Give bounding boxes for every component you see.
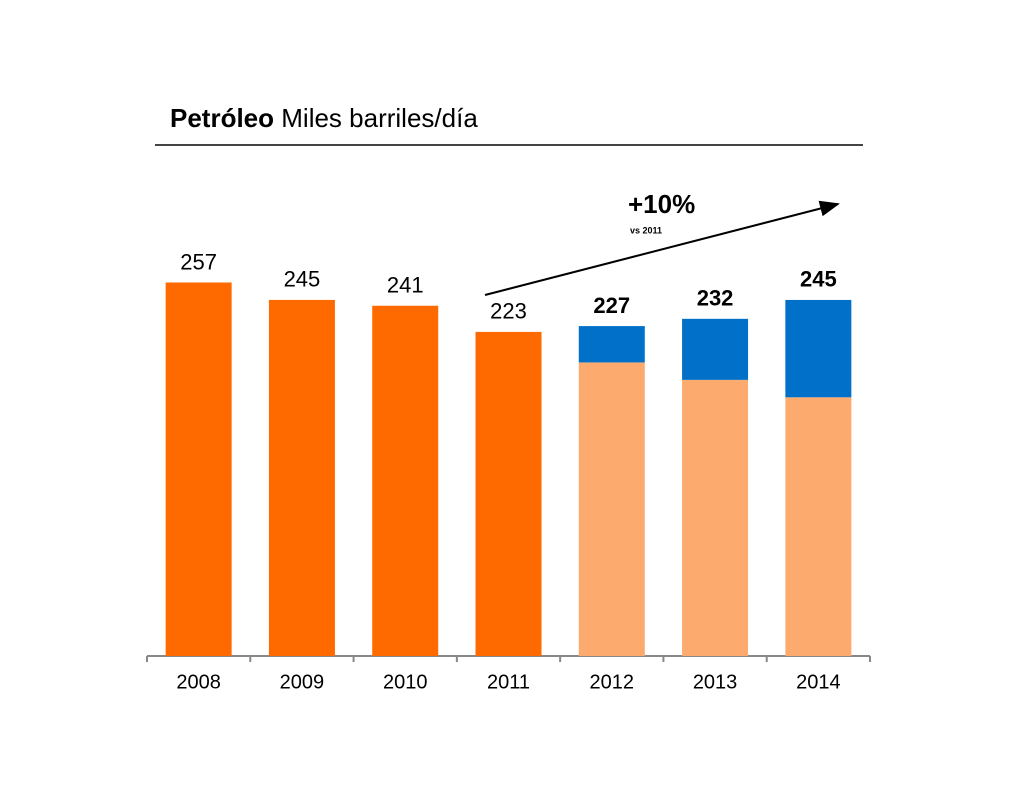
- bar-segment: [475, 331, 542, 656]
- annotation: +10%: [628, 189, 695, 219]
- total-label: 257: [180, 249, 217, 274]
- x-tick-label: 2012: [590, 671, 635, 693]
- total-label: 241: [387, 273, 424, 298]
- x-tick-label: 2008: [176, 671, 221, 693]
- x-tick-label: 2010: [383, 671, 428, 693]
- bar-segment: [165, 282, 232, 656]
- trend-arrow: [484, 200, 840, 296]
- total-label: 227: [593, 293, 630, 318]
- bar-segment: [372, 305, 439, 656]
- bar-segment: [785, 299, 852, 398]
- total-label: 223: [490, 299, 527, 324]
- bar-segment: [578, 362, 645, 656]
- bar-segment: [578, 326, 645, 363]
- bar-segment: [268, 299, 335, 656]
- total-label: 245: [800, 267, 837, 292]
- x-tick-label: 2014: [796, 671, 841, 693]
- chart-title: Petróleo Miles barriles/día: [170, 103, 478, 133]
- x-tick-label: 2013: [693, 671, 738, 693]
- subtitle: Miles barriles/día: [281, 103, 478, 133]
- x-tick-label: 2009: [280, 671, 325, 693]
- title: Petróleo: [170, 103, 274, 133]
- bar-segment: [682, 318, 749, 380]
- total-label: 232: [697, 286, 734, 311]
- bar-segment: [682, 379, 749, 656]
- x-tick-label: 2011: [487, 671, 530, 693]
- annotation-note: vs 2011: [630, 225, 662, 235]
- bar-segment: [785, 397, 852, 656]
- total-label: 245: [284, 267, 321, 292]
